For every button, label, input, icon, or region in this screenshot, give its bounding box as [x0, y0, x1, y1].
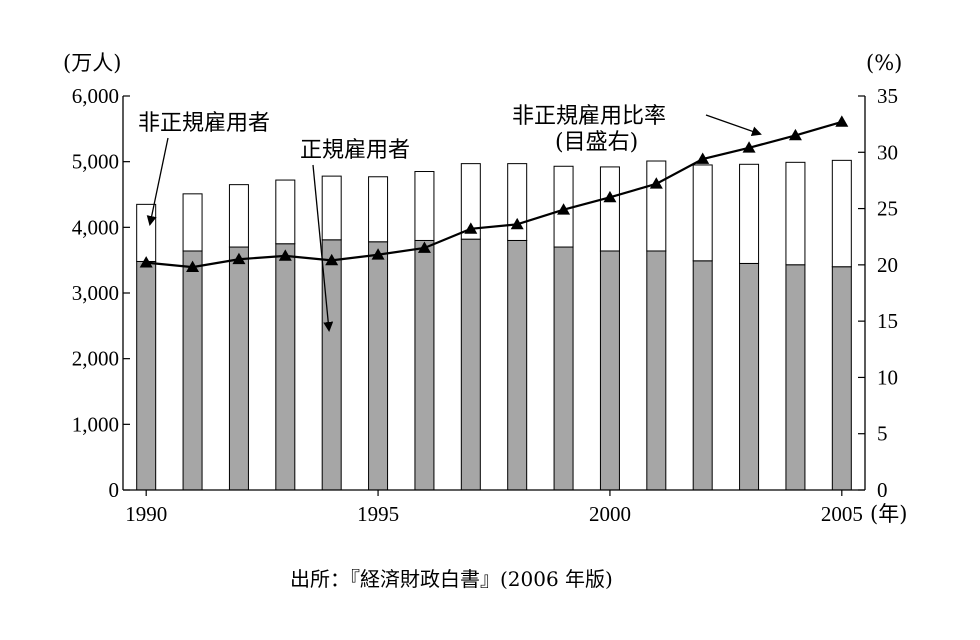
ratio-line-group [139, 115, 849, 272]
right-tick-label: 15 [877, 309, 898, 333]
left-tick-label: 6,000 [72, 84, 119, 108]
bar-regular [460, 238, 481, 491]
regular-label: 正規雇用者 [300, 138, 410, 163]
bar-regular [228, 246, 249, 491]
bar-regular [182, 250, 203, 491]
ratio-label-line2: (目盛右) [555, 130, 638, 155]
ratio-pointer [705, 114, 762, 137]
ratio-point [696, 152, 710, 164]
ratio-label-line1: 非正規雇用比率 [512, 104, 666, 129]
ratio-point [139, 256, 153, 268]
right-tick-label: 5 [877, 422, 888, 446]
ratio-point [835, 115, 849, 127]
bar-regular [321, 239, 342, 491]
bar-nonregular [507, 163, 528, 241]
bar-nonregular [182, 193, 203, 252]
bar-nonregular [646, 160, 667, 252]
right-tick-label: 30 [877, 140, 898, 164]
x-axis-unit: (年) [870, 502, 907, 526]
bar-nonregular [414, 171, 435, 241]
bar-nonregular [368, 176, 389, 243]
x-tick-label: 2000 [589, 502, 631, 526]
ratio-point [464, 222, 478, 234]
ratio-point [510, 217, 524, 230]
bar-regular [646, 250, 667, 491]
bar-regular [599, 250, 620, 491]
ratio-point [557, 203, 571, 215]
nonregular-label: 非正規雇用者 [138, 111, 270, 136]
bar-nonregular [228, 184, 249, 248]
left-tick-label: 0 [109, 478, 120, 502]
ratio-line [146, 120, 843, 269]
bars-group [136, 159, 852, 491]
bar-nonregular [785, 161, 806, 266]
bar-nonregular [275, 179, 296, 245]
bar-regular [275, 243, 296, 491]
axes-group: 0 1,000 2,000 3,000 4,000 5,000 6,000 0 5 10 15 20 2… [72, 84, 898, 526]
bar-regular [831, 266, 852, 491]
ratio-point [278, 249, 292, 261]
ratio-point [371, 248, 385, 260]
right-tick-label: 0 [877, 478, 888, 502]
bar-regular [414, 239, 435, 491]
bar-regular [785, 264, 806, 491]
bar-regular [739, 262, 760, 491]
bar-regular [507, 239, 528, 491]
bar-nonregular [599, 166, 620, 252]
bar-nonregular [831, 159, 852, 268]
ratio-point [186, 260, 200, 272]
ratio-point [649, 177, 663, 189]
x-tick-label: 2005 [821, 502, 863, 526]
ratio-point [788, 128, 802, 141]
source-note: 出所：『経済財政白書』(2006 年版) [290, 567, 613, 591]
bar-regular [368, 241, 389, 491]
right-tick-label: 10 [877, 365, 898, 389]
left-tick-label: 4,000 [72, 215, 119, 239]
left-tick-label: 2,000 [72, 347, 119, 371]
bar-regular [692, 260, 713, 491]
right-tick-label: 20 [877, 253, 898, 277]
regular-pointer [312, 164, 334, 332]
right-tick-label: 25 [877, 197, 898, 221]
x-tick-label: 1995 [357, 502, 399, 526]
ratio-point [417, 241, 431, 253]
left-tick-label: 1,000 [72, 412, 119, 436]
ratio-point [603, 190, 617, 203]
x-tick-label: 1990 [125, 502, 167, 526]
bar-nonregular [692, 164, 713, 262]
bar-nonregular [739, 163, 760, 264]
bar-nonregular [460, 163, 481, 240]
right-axis-unit: (%) [866, 51, 902, 75]
right-tick-label: 35 [877, 84, 898, 108]
bar-nonregular [321, 175, 342, 241]
bar-regular [136, 260, 157, 491]
nonregular-pointer [146, 137, 169, 226]
bar-regular [553, 246, 574, 491]
ratio-point [742, 141, 756, 153]
left-axis-unit: (万人) [63, 51, 121, 75]
left-tick-label: 5,000 [72, 150, 119, 174]
left-tick-label: 3,000 [72, 281, 119, 305]
ratio-point [232, 252, 246, 265]
ratio-point [325, 253, 339, 266]
